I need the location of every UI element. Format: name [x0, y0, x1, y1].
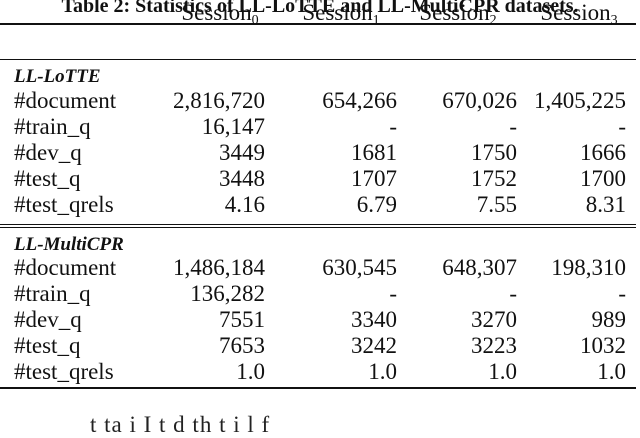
- column-header-session-3: Session3: [540, 0, 618, 28]
- table-cell: 1750: [471, 140, 517, 165]
- header-rule: [0, 59, 636, 60]
- section-title: LL-LoTTE: [14, 66, 101, 87]
- row-label: #test_q: [14, 333, 81, 358]
- table-cell: 3270: [471, 307, 517, 332]
- table-cell: -: [509, 114, 517, 139]
- row-label: #test_qrels: [14, 359, 114, 384]
- table-cell: 1,405,225: [534, 88, 626, 113]
- table-cell: 16,147: [201, 114, 265, 139]
- row-label: #dev_q: [14, 140, 82, 165]
- table-cell: -: [509, 281, 517, 306]
- table-cell: 3449: [219, 140, 265, 165]
- table-cell: 1.0: [236, 359, 265, 384]
- table-cell: 1681: [351, 140, 397, 165]
- top-rule: [0, 23, 636, 25]
- section-divider-rule: [0, 224, 636, 225]
- table-cell: 7551: [219, 307, 265, 332]
- table-cell: 7653: [219, 333, 265, 358]
- table-cell: 2,816,720: [173, 88, 265, 113]
- table-cell: -: [618, 281, 626, 306]
- bottom-rule: [0, 387, 636, 389]
- table-cell: 198,310: [551, 255, 626, 280]
- row-label: #train_q: [14, 281, 91, 306]
- table-cell: 648,307: [442, 255, 517, 280]
- table-cell: 670,026: [442, 88, 517, 113]
- table-cell: 6.79: [356, 192, 397, 217]
- row-label: #train_q: [14, 114, 91, 139]
- table-cell: 3242: [351, 333, 397, 358]
- table-cell: 654,266: [322, 88, 397, 113]
- row-label: #document: [14, 88, 117, 113]
- table-cell: 1032: [580, 333, 626, 358]
- table-cell: 3340: [351, 307, 397, 332]
- table-cell: 1700: [580, 166, 626, 191]
- table-cell: 1.0: [597, 359, 626, 384]
- table-cell: 1,486,184: [173, 255, 265, 280]
- table-cell: 3448: [219, 166, 265, 191]
- body-text-fragment: t ta i I t d th t i l f: [90, 412, 271, 437]
- table-cell: 1.0: [368, 359, 397, 384]
- column-header-session-0: Session0: [181, 0, 259, 28]
- row-label: #document: [14, 255, 117, 280]
- column-header-session-2: Session2: [419, 0, 497, 28]
- table-cell: 989: [591, 307, 627, 332]
- table-cell: -: [389, 281, 397, 306]
- table-cell: -: [389, 114, 397, 139]
- row-label: #test_qrels: [14, 192, 114, 217]
- table-cell: -: [618, 114, 626, 139]
- table-cell: 8.31: [585, 192, 626, 217]
- table-cell: 7.55: [476, 192, 517, 217]
- table-cell: 4.16: [224, 192, 265, 217]
- section-divider-rule-second: [0, 227, 636, 228]
- table-cell: 136,282: [190, 281, 265, 306]
- table-cell: 630,545: [322, 255, 397, 280]
- table-cell: 1.0: [488, 359, 517, 384]
- table-cell: 3223: [471, 333, 517, 358]
- column-header-session-1: Session1: [302, 0, 380, 28]
- table-caption: Table 2: Statistics of LL-LoTTE and LL-M…: [61, 0, 579, 17]
- table-cell: 1666: [580, 140, 626, 165]
- row-label: #test_q: [14, 166, 81, 191]
- section-title: LL-MultiCPR: [14, 234, 124, 255]
- table-cell: 1752: [471, 166, 517, 191]
- row-label: #dev_q: [14, 307, 82, 332]
- table-cell: 1707: [351, 166, 397, 191]
